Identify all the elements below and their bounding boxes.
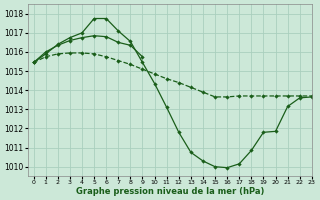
X-axis label: Graphe pression niveau de la mer (hPa): Graphe pression niveau de la mer (hPa) — [76, 187, 264, 196]
